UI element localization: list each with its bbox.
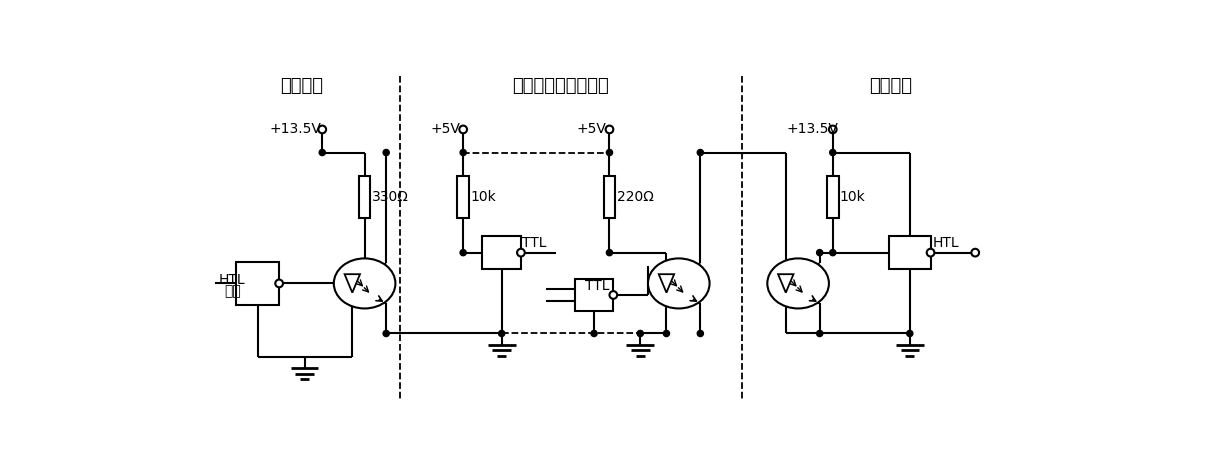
Ellipse shape	[767, 258, 829, 309]
Text: 10k: 10k	[470, 190, 495, 204]
Polygon shape	[778, 274, 793, 293]
Circle shape	[697, 150, 703, 156]
Circle shape	[606, 250, 612, 256]
Circle shape	[459, 126, 467, 133]
Bar	[888, 236, 931, 269]
Circle shape	[460, 250, 466, 256]
Circle shape	[606, 126, 613, 133]
Text: +13.5V: +13.5V	[269, 122, 321, 136]
Polygon shape	[344, 274, 360, 293]
Circle shape	[926, 249, 935, 257]
Text: +5V: +5V	[430, 122, 460, 136]
Circle shape	[606, 150, 612, 156]
Text: HTL: HTL	[933, 236, 959, 250]
Circle shape	[971, 249, 978, 257]
Bar	[359, 176, 370, 219]
Circle shape	[829, 126, 836, 133]
Text: TTL: TTL	[585, 279, 610, 293]
Ellipse shape	[333, 258, 396, 309]
Circle shape	[319, 150, 325, 156]
Bar	[236, 262, 279, 304]
Text: 330Ω: 330Ω	[372, 190, 409, 204]
Circle shape	[383, 150, 389, 156]
Ellipse shape	[647, 258, 710, 309]
Circle shape	[638, 330, 644, 337]
Circle shape	[663, 330, 669, 337]
Text: 10k: 10k	[840, 190, 865, 204]
Text: TTL: TTL	[522, 236, 546, 250]
Text: +5V: +5V	[577, 122, 606, 136]
Text: 220Ω: 220Ω	[617, 190, 654, 204]
Bar	[458, 176, 469, 219]
Bar	[828, 176, 839, 219]
Circle shape	[697, 330, 703, 337]
Text: 中央运算、处理部分: 中央运算、处理部分	[512, 76, 610, 95]
Circle shape	[319, 126, 326, 133]
Bar	[574, 279, 613, 311]
Circle shape	[275, 280, 284, 287]
Text: 输入部分: 输入部分	[280, 76, 323, 95]
Text: +13.5V: +13.5V	[786, 122, 839, 136]
Polygon shape	[658, 274, 674, 293]
Bar	[604, 176, 616, 219]
Circle shape	[610, 291, 617, 299]
Circle shape	[460, 150, 466, 156]
Circle shape	[817, 330, 823, 337]
Circle shape	[517, 249, 525, 257]
Text: HTL: HTL	[219, 272, 246, 287]
Circle shape	[383, 330, 389, 337]
Circle shape	[907, 330, 913, 337]
Circle shape	[591, 330, 598, 337]
Circle shape	[830, 250, 836, 256]
Circle shape	[817, 250, 823, 256]
Circle shape	[499, 330, 505, 337]
Bar	[482, 236, 521, 269]
Text: 输入: 输入	[224, 284, 241, 298]
Text: 输出部分: 输出部分	[869, 76, 912, 95]
Circle shape	[830, 150, 836, 156]
